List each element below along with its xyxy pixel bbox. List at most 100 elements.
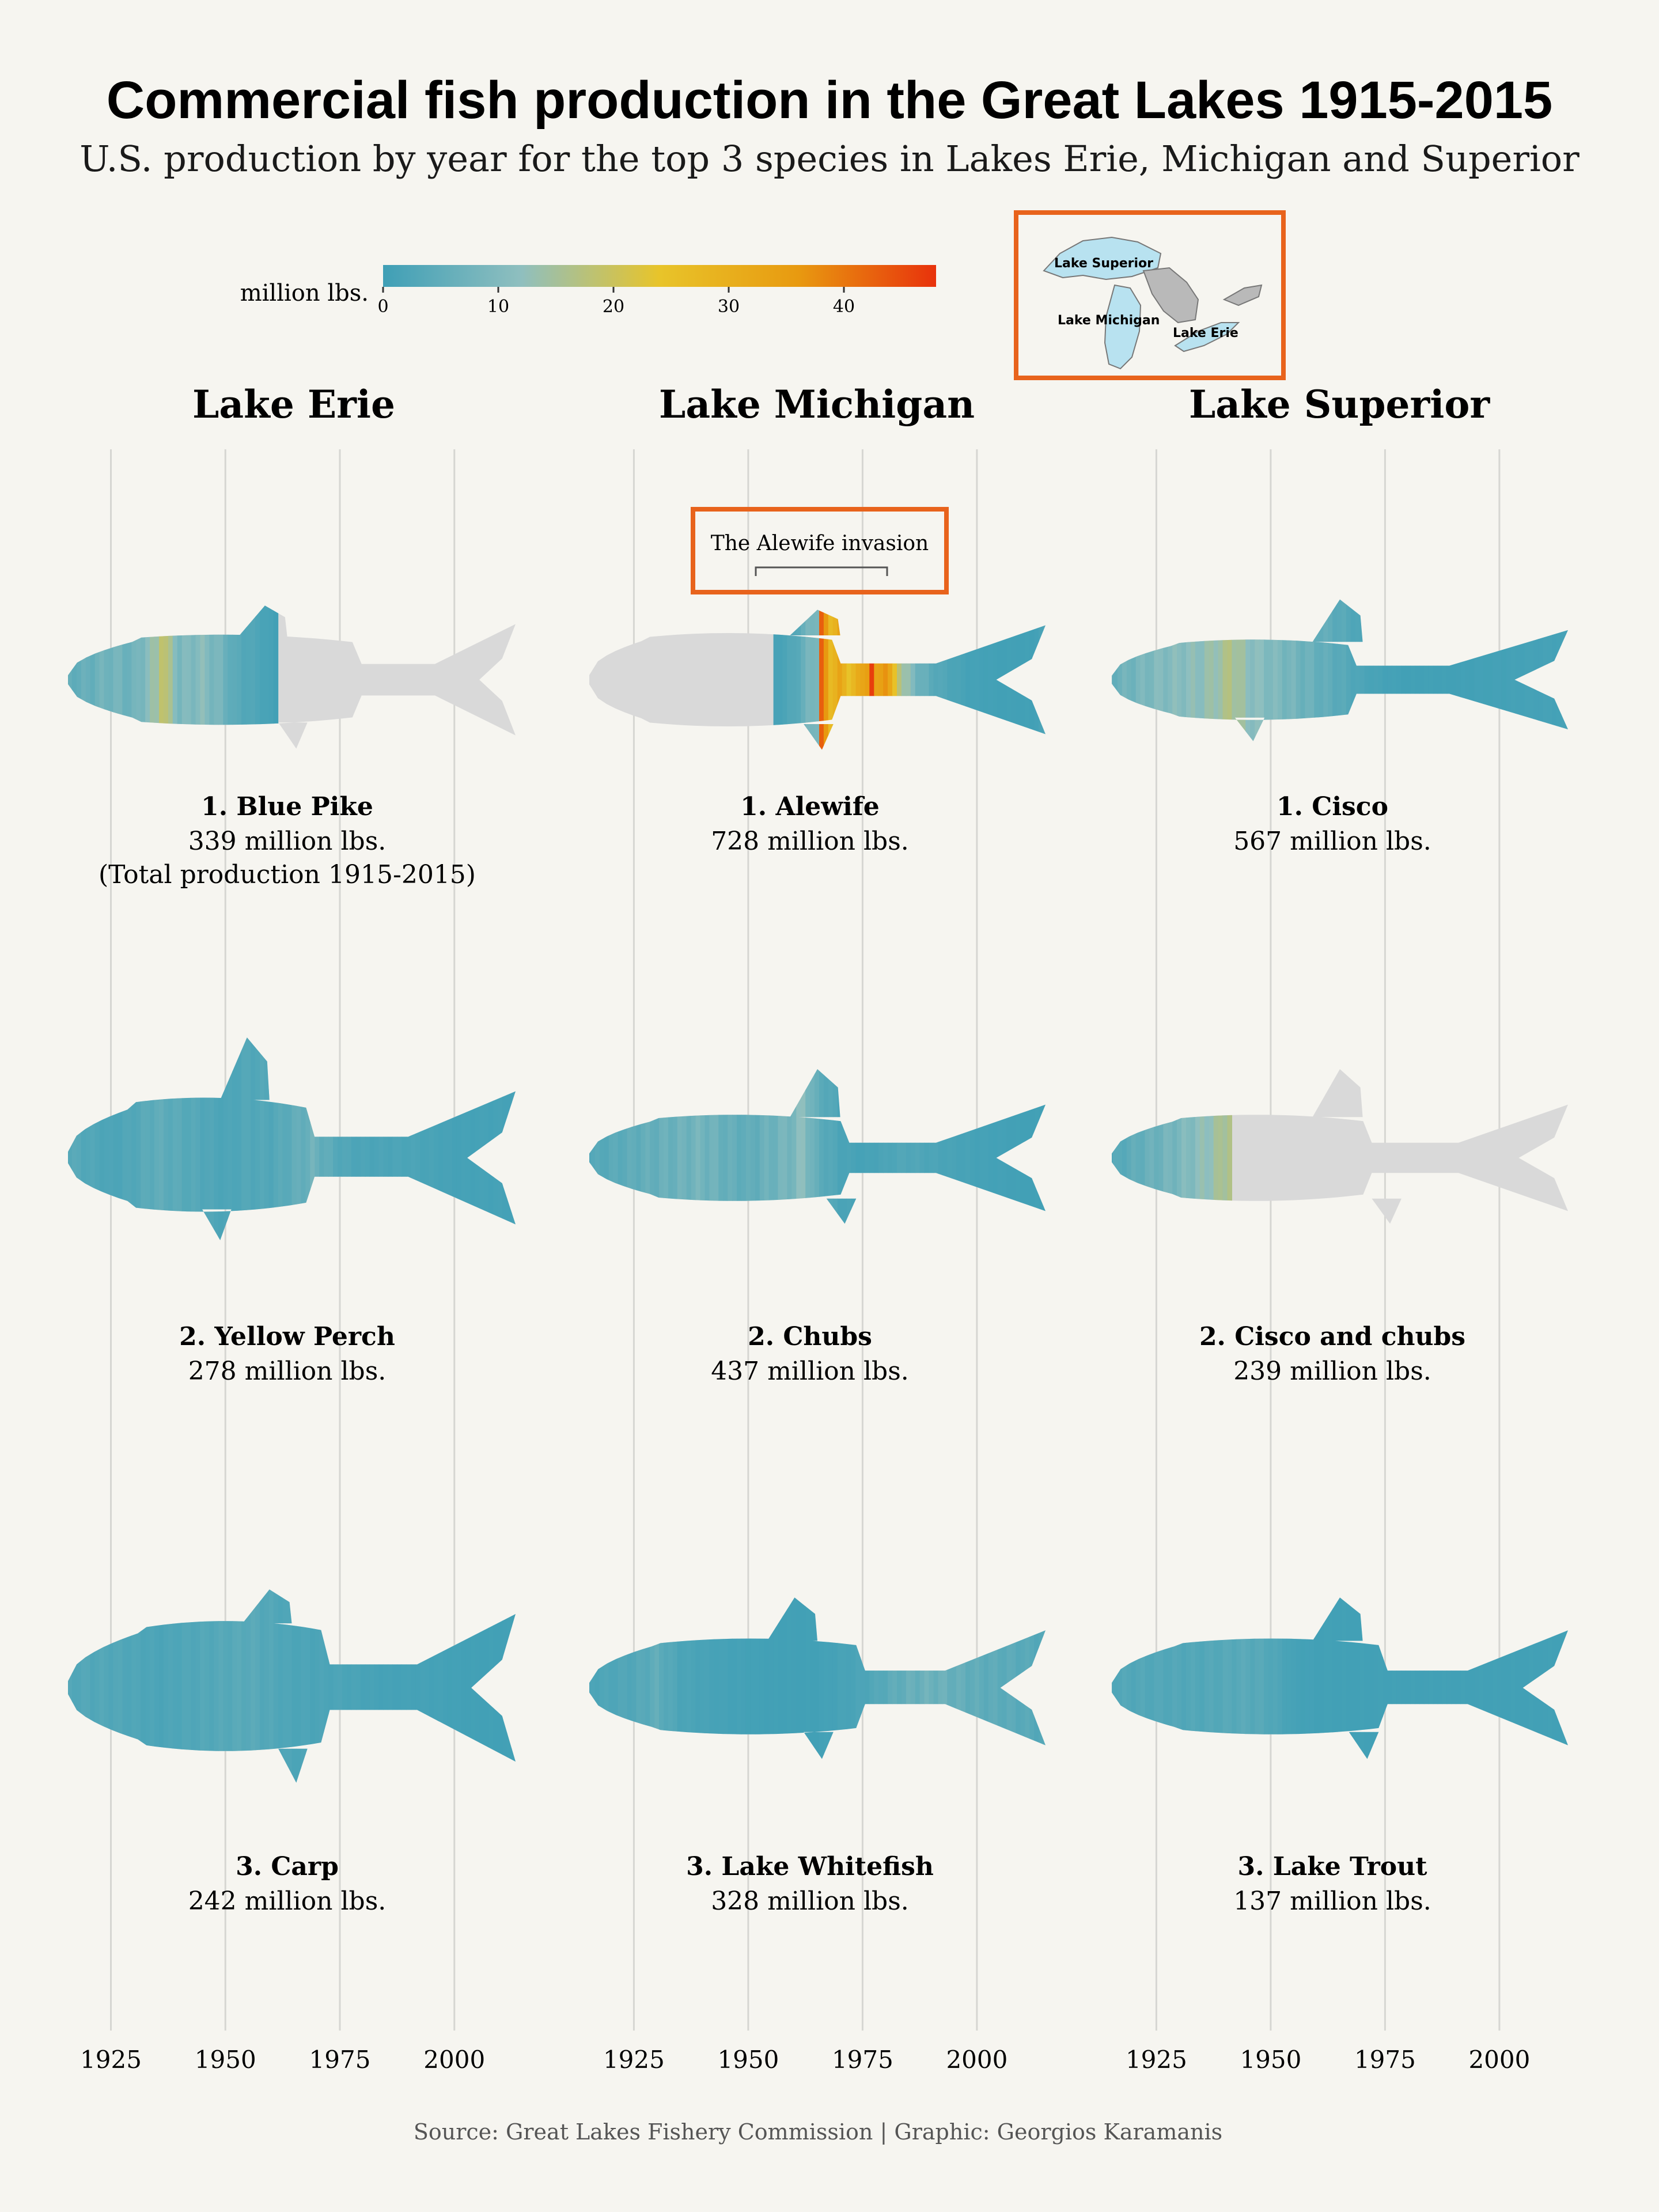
year-stripe [869, 1069, 874, 1224]
year-stripe [338, 1589, 343, 1783]
year-stripe [778, 609, 783, 750]
year-stripes [589, 1069, 1046, 1224]
year-stripe [1286, 1597, 1292, 1759]
year-stripe [988, 609, 994, 750]
year-stripe [177, 1037, 183, 1240]
year-stripe [191, 1589, 196, 1783]
source-caption: Source: Great Lakes Fishery Commission |… [414, 2119, 1222, 2145]
year-stripe [1506, 599, 1512, 741]
year-stripe [516, 1538, 521, 1838]
year-stripe [1355, 1597, 1361, 1759]
year-stripe [94, 1589, 100, 1783]
year-stripe [516, 1008, 521, 1308]
year-stripe [1483, 599, 1488, 741]
year-stripe [154, 605, 160, 749]
year-stripe [85, 605, 91, 749]
year-stripe [1483, 1597, 1488, 1759]
year-stripe [1020, 609, 1025, 750]
year-stripe [961, 1069, 966, 1224]
year-stripe [122, 605, 127, 749]
year-stripe [498, 1037, 503, 1240]
inset-map-frame [1014, 210, 1286, 380]
year-stripe [521, 1008, 526, 1308]
fish-total-label: 328 million lbs. [711, 1887, 909, 1916]
year-stripe [241, 1037, 247, 1240]
year-stripe [1319, 599, 1324, 741]
year-stripe [1561, 1597, 1566, 1759]
year-stripe [150, 1037, 155, 1240]
year-stripe [1277, 1597, 1283, 1759]
year-stripe [924, 1597, 930, 1759]
year-stripe [1529, 1597, 1534, 1759]
year-stripe [1126, 1597, 1132, 1759]
year-stripe [933, 1069, 938, 1224]
year-stripe [1002, 1069, 1007, 1224]
year-stripe [1131, 1069, 1137, 1224]
year-stripe [452, 1037, 457, 1240]
year-stripe [1222, 1597, 1228, 1759]
year-stripe [851, 1597, 856, 1759]
year-stripe [1387, 1597, 1392, 1759]
year-stripe [947, 609, 952, 750]
year-stripe [200, 605, 206, 749]
year-stripe [273, 605, 279, 749]
year-stripe [63, 1008, 68, 1308]
year-stripe [979, 1069, 984, 1224]
year-stripe [209, 1589, 214, 1783]
year-stripe [1332, 1597, 1338, 1759]
year-stripe [677, 1597, 683, 1759]
year-stripe [709, 1597, 714, 1759]
year-stripe [1401, 599, 1406, 741]
year-stripe [1163, 1597, 1168, 1759]
year-stripe [787, 609, 792, 750]
year-stripe [255, 605, 260, 749]
year-stripe [237, 1037, 242, 1240]
year-stripe [1323, 1597, 1328, 1759]
year-stripe [700, 1069, 705, 1224]
inset-map: Lake Superior Lake Michigan Lake Erie [1014, 210, 1286, 380]
year-stripe [796, 1597, 801, 1759]
fish-name-label: 1. Cisco [1277, 792, 1388, 821]
year-stripe [1428, 599, 1434, 741]
year-stripe [1451, 599, 1456, 741]
year-stripe [1309, 599, 1315, 741]
year-stripe [764, 1597, 770, 1759]
year-stripe [369, 1589, 375, 1783]
year-stripe [805, 609, 810, 750]
x-tick-label: 1925 [80, 2046, 142, 2074]
year-stripe [828, 1069, 834, 1224]
year-stripe [668, 1597, 673, 1759]
year-stripe [1029, 609, 1035, 750]
year-stripe [759, 1597, 765, 1759]
year-stripe [1520, 1597, 1525, 1759]
year-stripe [1346, 599, 1351, 741]
year-stripe [1396, 599, 1402, 741]
year-stripe [1442, 599, 1448, 741]
year-stripe [282, 1589, 288, 1783]
year-stripe [168, 1589, 173, 1783]
year-stripe [291, 1037, 297, 1240]
year-stripe [108, 1037, 113, 1240]
year-stripe [778, 1597, 783, 1759]
year-stripe [1039, 1069, 1044, 1224]
year-stripe [1566, 599, 1568, 741]
year-stripe [1039, 609, 1044, 750]
year-stripe [195, 1037, 201, 1240]
year-stripe [1020, 1069, 1025, 1224]
year-stripe [952, 1597, 957, 1759]
year-stripe [1314, 1597, 1319, 1759]
year-stripe [650, 1597, 655, 1759]
year-stripe [456, 1037, 462, 1240]
year-stripe [599, 1069, 605, 1224]
year-stripe [204, 1589, 210, 1783]
year-stripe [131, 605, 137, 749]
year-stripe [186, 1589, 192, 1783]
year-stripe [604, 1069, 609, 1224]
year-stripe [979, 1597, 984, 1759]
year-stripe [641, 1069, 646, 1224]
year-stripe [420, 1037, 425, 1240]
map-lake-superior [1043, 236, 1162, 281]
year-stripe [768, 1597, 774, 1759]
year-stripe [163, 605, 169, 749]
year-stripe [855, 1597, 861, 1759]
